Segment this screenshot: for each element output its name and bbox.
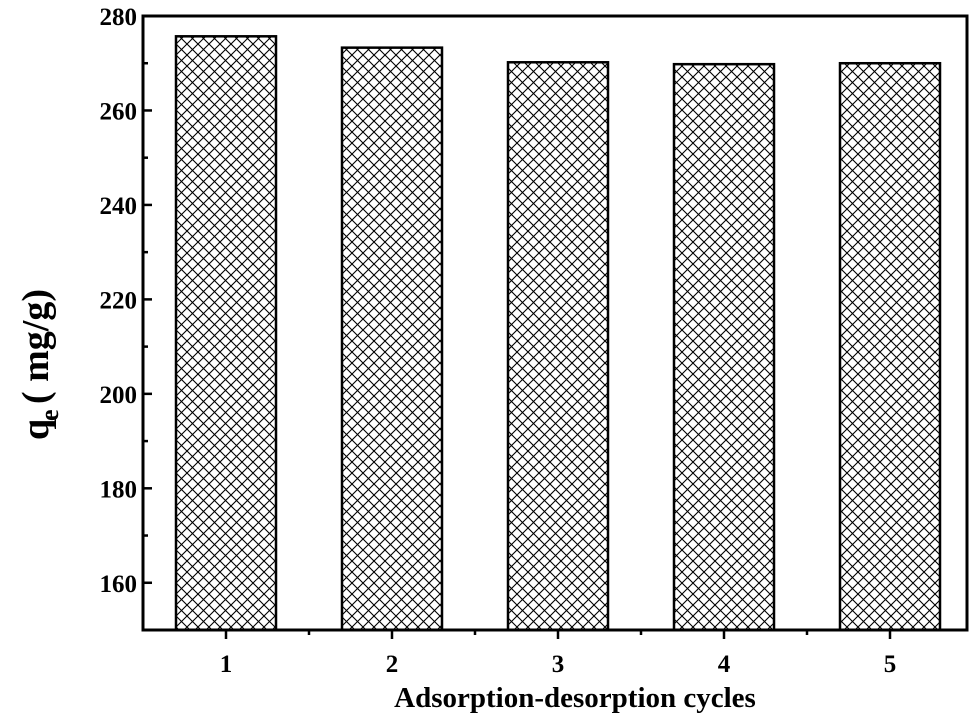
y-axis-title-unit: ( mg/g) (15, 289, 57, 404)
y-axis-title: q e ( mg/g) (15, 289, 64, 440)
x-tick-label: 2 (386, 651, 399, 678)
bar-cycle-4 (672, 62, 776, 632)
y-tick-label: 260 (100, 98, 138, 125)
x-tick-label: 4 (718, 651, 731, 678)
y-tick-label: 200 (100, 382, 138, 409)
bar-cycle-2 (340, 46, 444, 632)
bar-cycle-5 (838, 61, 942, 632)
y-tick-label: 240 (100, 193, 138, 220)
x-tick-label: 5 (884, 651, 897, 678)
x-axis-title: Adsorption-desorption cycles (394, 682, 756, 714)
bars-group (174, 35, 942, 632)
y-axis-title-main: q (15, 419, 57, 440)
x-tick-label: 1 (220, 651, 233, 678)
bar-cycle-1 (174, 35, 278, 632)
y-axis-title-subscript: e (35, 409, 64, 421)
plot-frame (141, 14, 969, 632)
y-tick-label: 220 (100, 287, 138, 314)
y-tick-label: 180 (100, 476, 138, 503)
y-axis-ticks: 160 180 200 220 240 260 280 (100, 4, 152, 632)
bar-cycle-3 (506, 61, 610, 632)
x-tick-label: 3 (552, 651, 565, 678)
y-tick-label: 280 (100, 4, 138, 31)
x-axis-ticks: 1 2 3 4 5 (220, 630, 897, 678)
y-tick-label: 160 (100, 571, 138, 598)
